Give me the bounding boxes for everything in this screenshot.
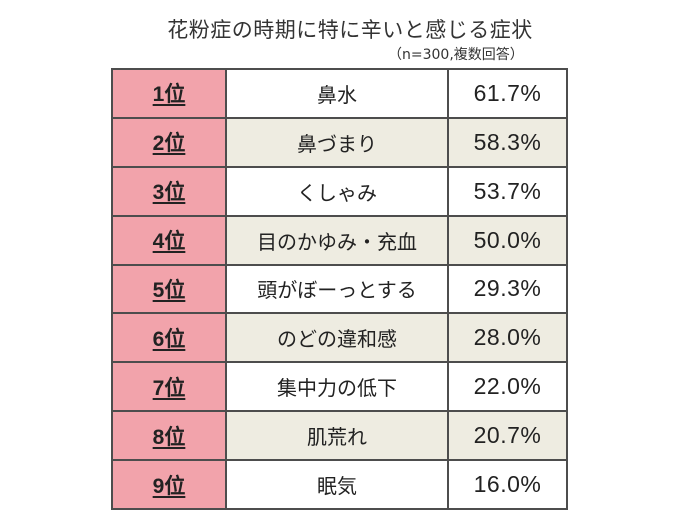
percent-cell: 29.3% [447,263,568,315]
rank-cell: 4位 [111,214,227,266]
percent-cell: 20.7% [447,410,568,461]
table-row: 4位 目のかゆみ・充血 50.0% [111,214,568,266]
symptom-cell: 鼻づまり [225,116,449,168]
percent-cell: 28.0% [447,312,568,364]
table-row: 3位 くしゃみ 53.7% [111,165,568,217]
rank-label: 6位 [152,327,186,351]
rank-label: 5位 [152,278,186,302]
sample-note: （n=300,複数回答） [388,47,524,63]
rank-label: 3位 [152,181,186,205]
percent-cell: 53.7% [447,165,568,217]
symptom-cell: 目のかゆみ・充血 [225,214,449,266]
symptom-cell: のどの違和感 [225,312,449,364]
rank-label: 4位 [152,230,186,254]
percent-cell: 58.3% [447,116,568,168]
rank-cell: 5位 [111,263,227,315]
table-row: 8位 肌荒れ 20.7% [111,410,568,461]
rank-label: 7位 [152,376,186,400]
table-row: 6位 のどの違和感 28.0% [111,312,568,364]
rank-cell: 1位 [111,68,227,119]
chart-title: 花粉症の時期に特に辛いと感じる症状 [167,18,533,42]
symptom-cell: 鼻水 [225,68,449,119]
rank-cell: 7位 [111,361,227,413]
percent-cell: 16.0% [447,459,568,510]
symptom-cell: 肌荒れ [225,410,449,461]
table-row: 1位 鼻水 61.7% [111,68,568,119]
symptom-cell: 集中力の低下 [225,361,449,413]
rank-cell: 2位 [111,116,227,168]
symptom-cell: 頭がぼーっとする [225,263,449,315]
table-row: 9位 眠気 16.0% [111,459,568,510]
rank-label: 9位 [152,474,186,498]
rank-label: 1位 [152,83,186,107]
percent-cell: 50.0% [447,214,568,266]
symptom-cell: 眠気 [225,459,449,510]
percent-cell: 22.0% [447,361,568,413]
table-row: 7位 集中力の低下 22.0% [111,361,568,413]
rank-cell: 9位 [111,459,227,510]
rank-cell: 3位 [111,165,227,217]
rank-label: 8位 [152,425,186,449]
percent-cell: 61.7% [447,68,568,119]
rank-label: 2位 [152,132,186,156]
ranking-table: 1位 鼻水 61.7% 2位 鼻づまり 58.3% 3位 くしゃみ 53.7% … [111,68,568,510]
symptom-cell: くしゃみ [225,165,449,217]
rank-cell: 6位 [111,312,227,364]
rank-cell: 8位 [111,410,227,461]
table-row: 5位 頭がぼーっとする 29.3% [111,263,568,315]
table-row: 2位 鼻づまり 58.3% [111,116,568,168]
